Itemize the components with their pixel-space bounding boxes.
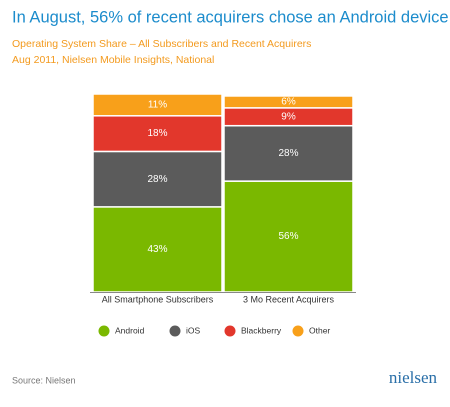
legend-marker: [292, 325, 304, 337]
bar-segment: [223, 95, 354, 109]
chart-subtitle: Aug 2011, Nielsen Mobile Insights, Natio…: [12, 54, 214, 66]
x-tick-label: All Smartphone Subscribers: [102, 294, 214, 304]
logo: nielsen: [389, 368, 438, 387]
data-label: 56%: [278, 231, 298, 242]
chart-title: In August, 56% of recent acquirers chose…: [12, 8, 449, 26]
bar-segment: [92, 206, 223, 293]
bar-segment: [92, 150, 223, 208]
legend-marker: [224, 325, 236, 337]
legend-label: Android: [115, 325, 145, 335]
legend-label: Blackberry: [241, 325, 282, 335]
x-tick-label: 3 Mo Recent Acquirers: [243, 294, 335, 304]
bar-segment: [223, 124, 354, 182]
source-note: Source: Nielsen: [12, 375, 76, 385]
data-label: 18%: [147, 128, 167, 139]
legend-marker: [98, 325, 110, 337]
chart-subtitle: Operating System Share – All Subscribers…: [12, 38, 311, 50]
data-label: 9%: [281, 111, 296, 122]
legend-label: Other: [309, 325, 330, 335]
bar-segment: [92, 93, 223, 117]
data-label: 28%: [147, 174, 167, 185]
data-label: 6%: [281, 97, 296, 108]
data-label: 28%: [278, 148, 298, 159]
data-label: 43%: [147, 244, 167, 255]
data-label: 11%: [148, 100, 167, 111]
legend-marker: [169, 325, 181, 337]
legend-label: iOS: [186, 325, 201, 335]
